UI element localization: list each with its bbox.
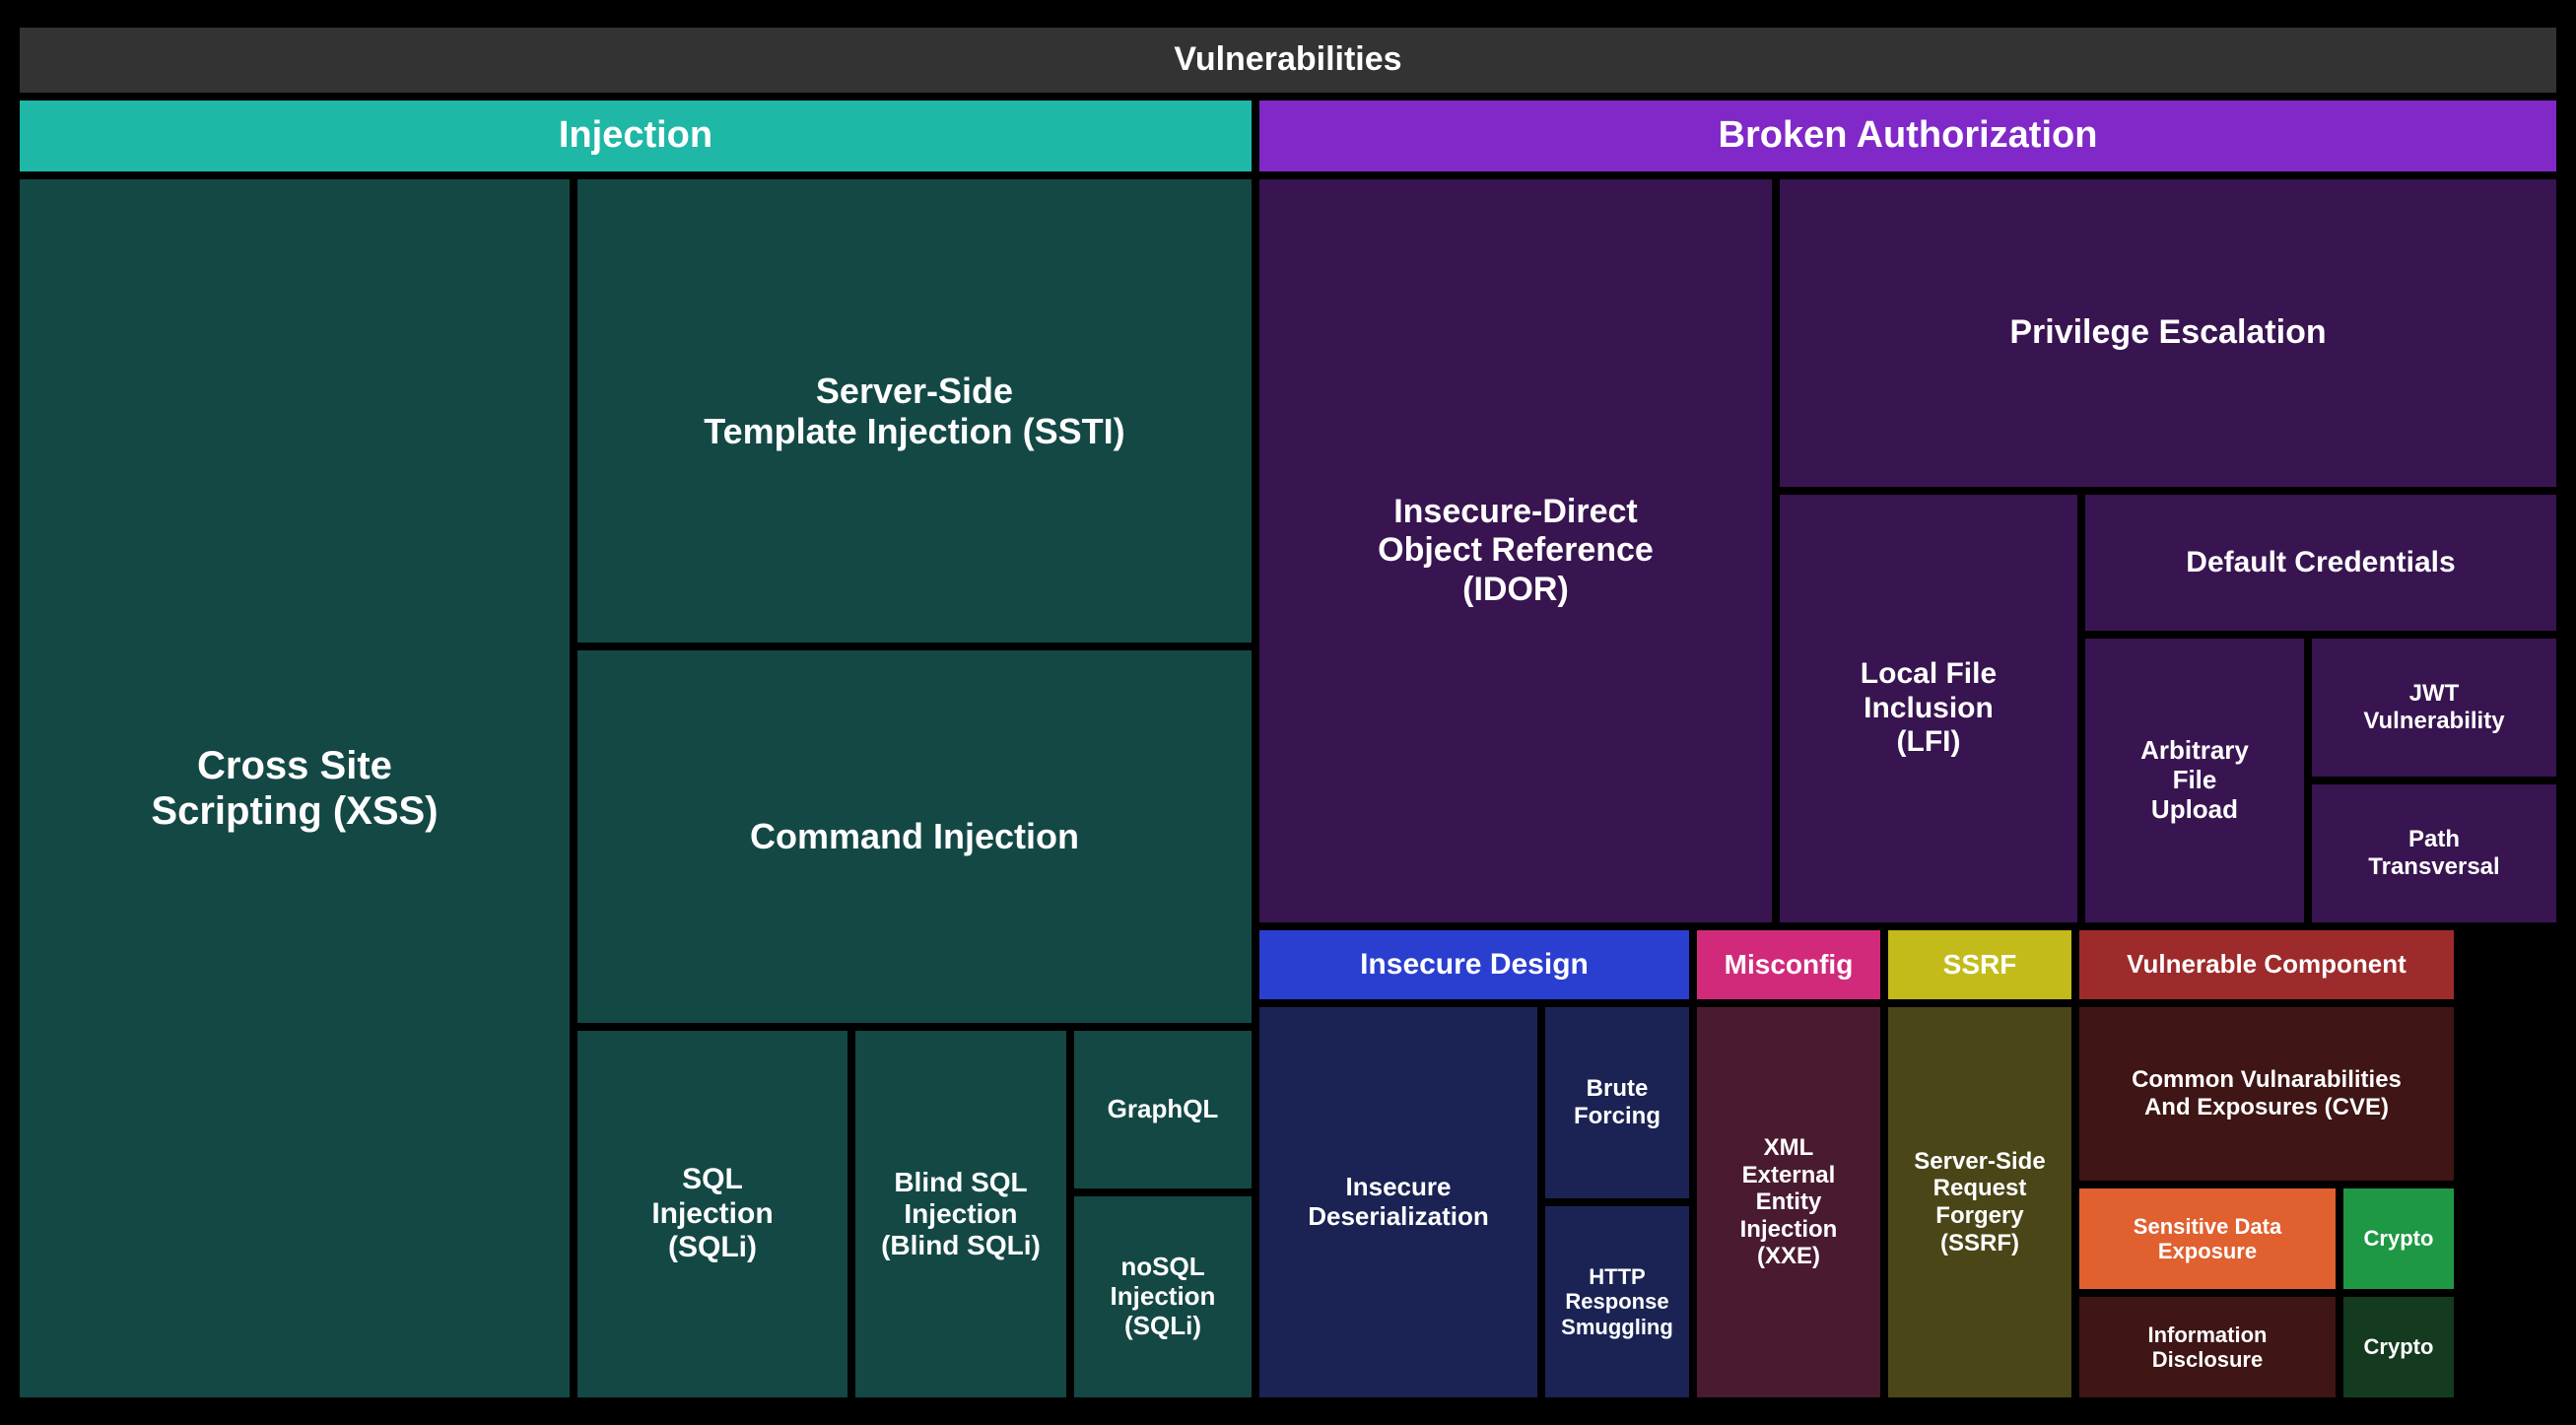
cell-crypto: Crypto [2343, 1297, 2454, 1397]
cell-file-upload: Arbitrary File Upload [2085, 639, 2304, 922]
cell-brute: Brute Forcing [1545, 1007, 1689, 1198]
cell-nosql: noSQL Injection (SQLi) [1074, 1196, 1252, 1397]
cell-crypto-top: Crypto [2343, 1188, 2454, 1289]
cell-jwt: JWT Vulnerability [2312, 639, 2556, 777]
cell-cat-insecure-design: Insecure Design [1259, 930, 1689, 999]
cell-info-disclosure: Information Disclosure [2079, 1297, 2336, 1397]
cell-cat-misconfig: Misconfig [1697, 930, 1880, 999]
cell-default-creds: Default Credentials [2085, 495, 2556, 631]
cell-cat-injection: Injection [20, 101, 1252, 171]
cell-cat-vuln-component: Vulnerable Component [2079, 930, 2454, 999]
cell-xxe: XML External Entity Injection (XXE) [1697, 1007, 1880, 1397]
treemap-cells: Vulnerabilities Injection Cross Site Scrip… [20, 28, 2556, 1397]
cell-cat-broken-authorization: Broken Authorization [1259, 101, 2556, 171]
cell-title: Vulnerabilities [20, 28, 2556, 93]
cell-cve: Common Vulnarabilities And Exposures (CV… [2079, 1007, 2454, 1181]
cell-sensitive-data: Sensitive Data Exposure [2079, 1188, 2336, 1289]
cell-graphql: GraphQL [1074, 1031, 1252, 1188]
cell-insecure-deser: Insecure Deserialization [1259, 1007, 1537, 1397]
cell-http-smuggle: HTTP Response Smuggling [1545, 1206, 1689, 1397]
cell-blind-sqli: Blind SQL Injection (Blind SQLi) [855, 1031, 1066, 1397]
cell-cat-ssrf: SSRF [1888, 930, 2071, 999]
cell-sqli: SQL Injection (SQLi) [577, 1031, 847, 1397]
cell-lfi: Local File Inclusion (LFI) [1780, 495, 2077, 922]
cell-command-injection: Command Injection [577, 650, 1252, 1023]
treemap-root: Vulnerabilities Injection Cross Site Scrip… [0, 0, 2576, 1425]
cell-priv-esc: Privilege Escalation [1780, 179, 2556, 487]
cell-ssti: Server-Side Template Injection (SSTI) [577, 179, 1252, 643]
cell-idor: Insecure-Direct Object Reference (IDOR) [1259, 179, 1772, 922]
cell-xss: Cross Site Scripting (XSS) [20, 179, 570, 1397]
cell-ssrf: Server-Side Request Forgery (SSRF) [1888, 1007, 2071, 1397]
cell-path-traversal: Path Transversal [2312, 784, 2556, 922]
